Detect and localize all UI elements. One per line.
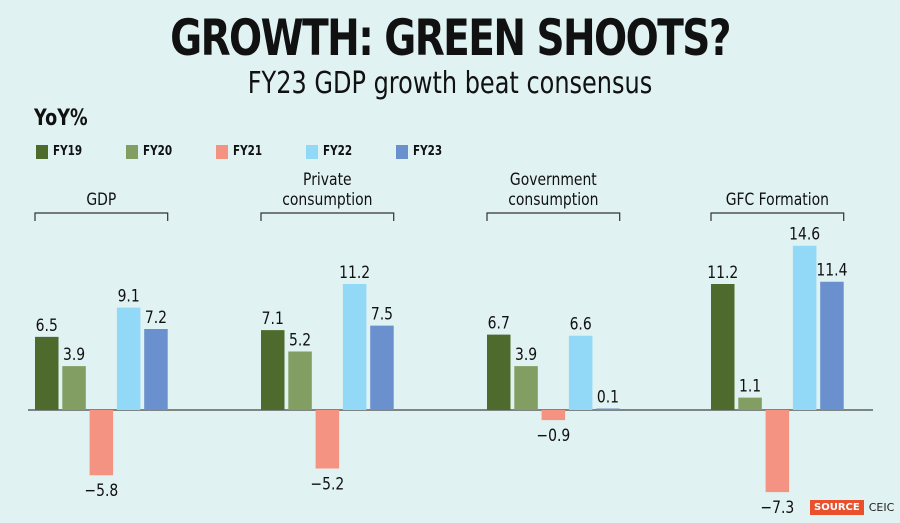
legend-swatch-fy21 bbox=[216, 144, 228, 159]
legend-label-fy20: FY20 bbox=[143, 144, 173, 159]
data-label: −7.3 bbox=[760, 498, 794, 518]
chart-title: GROWTH: GREEN SHOOTS? bbox=[170, 9, 731, 67]
bar-fy23 bbox=[370, 325, 394, 410]
legend: FY19 FY20 FY21 FY22 FY23 bbox=[36, 144, 486, 159]
legend-label-fy22: FY22 bbox=[323, 144, 353, 159]
data-label: −0.9 bbox=[536, 426, 570, 446]
category-label: Government bbox=[510, 170, 597, 190]
legend-item-fy20: FY20 bbox=[126, 144, 216, 159]
bar-fy21 bbox=[765, 410, 790, 493]
category-bracket bbox=[260, 212, 395, 221]
data-label: 5.2 bbox=[289, 330, 311, 350]
bar-fy20 bbox=[288, 351, 312, 410]
bar-fy19 bbox=[35, 336, 59, 410]
legend-item-fy22: FY22 bbox=[306, 144, 396, 159]
category-bracket bbox=[710, 212, 845, 221]
data-label: 7.2 bbox=[145, 308, 167, 328]
category-label: consumption bbox=[282, 190, 372, 210]
data-label: 6.5 bbox=[36, 316, 58, 336]
data-label: 11.2 bbox=[339, 263, 370, 283]
legend-label-fy21: FY21 bbox=[233, 144, 263, 159]
data-label: 1.1 bbox=[739, 376, 761, 396]
category-bracket bbox=[486, 212, 621, 221]
source-tag: SOURCE bbox=[810, 500, 864, 515]
data-label: 9.1 bbox=[118, 286, 140, 306]
bar-fy23 bbox=[144, 329, 168, 410]
data-label: −5.2 bbox=[310, 474, 344, 494]
category-bracket bbox=[34, 212, 169, 221]
bar-fy20 bbox=[738, 397, 762, 410]
data-label: 14.6 bbox=[789, 224, 820, 244]
source-name: CEIC bbox=[868, 501, 895, 514]
data-label: 3.9 bbox=[515, 345, 537, 365]
bar-fy21 bbox=[89, 410, 114, 476]
data-label: 11.4 bbox=[816, 260, 847, 280]
bar-fy21 bbox=[541, 410, 566, 421]
legend-swatch-fy22 bbox=[306, 144, 318, 159]
data-label: 7.1 bbox=[262, 309, 284, 329]
legend-label-fy19: FY19 bbox=[53, 144, 83, 159]
data-label: 11.2 bbox=[707, 263, 738, 283]
bar-fy23 bbox=[820, 281, 844, 410]
bar-fy19 bbox=[711, 284, 735, 410]
bar-fy23 bbox=[596, 408, 620, 410]
category-label: GDP bbox=[86, 190, 116, 210]
legend-item-fy21: FY21 bbox=[216, 144, 306, 159]
legend-item-fy23: FY23 bbox=[396, 144, 486, 159]
data-label: 7.5 bbox=[371, 304, 393, 324]
bar-fy22 bbox=[568, 335, 593, 410]
data-label: 3.9 bbox=[63, 345, 85, 365]
bar-fy20 bbox=[62, 366, 86, 410]
legend-swatch-fy19 bbox=[36, 144, 48, 159]
bar-fy19 bbox=[487, 334, 511, 410]
data-label: 6.6 bbox=[570, 314, 592, 334]
y-axis-label: YoY% bbox=[34, 106, 88, 131]
legend-swatch-fy20 bbox=[126, 144, 138, 159]
category-label: consumption bbox=[508, 190, 598, 210]
bar-fy22 bbox=[792, 245, 817, 410]
bar-fy20 bbox=[514, 366, 538, 410]
legend-item-fy19: FY19 bbox=[36, 144, 126, 159]
category-label: GFC Formation bbox=[726, 190, 829, 210]
data-label: 0.1 bbox=[597, 387, 619, 407]
chart-subtitle: FY23 GDP growth beat consensus bbox=[247, 66, 653, 101]
category-label: Private bbox=[303, 170, 352, 190]
bar-fy19 bbox=[261, 330, 285, 410]
legend-swatch-fy23 bbox=[396, 144, 408, 159]
bar-fy22 bbox=[342, 284, 367, 410]
data-label: −5.8 bbox=[84, 481, 118, 501]
legend-label-fy23: FY23 bbox=[413, 144, 443, 159]
source-note: SOURCE CEIC bbox=[810, 500, 894, 515]
bar-fy21 bbox=[315, 410, 340, 469]
data-label: 6.7 bbox=[488, 313, 510, 333]
bar-fy22 bbox=[116, 307, 141, 410]
